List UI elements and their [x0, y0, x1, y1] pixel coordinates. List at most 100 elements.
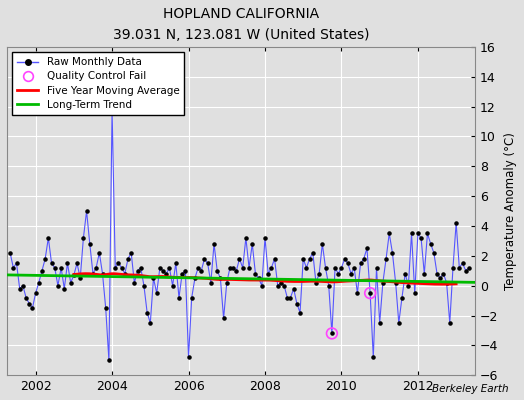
Point	[366, 290, 374, 296]
Point	[251, 270, 259, 277]
Point	[114, 260, 123, 266]
Point	[89, 270, 97, 277]
Point	[283, 294, 291, 301]
Legend: Raw Monthly Data, Quality Control Fail, Five Year Moving Average, Long-Term Tren: Raw Monthly Data, Quality Control Fail, …	[12, 52, 184, 115]
Point	[76, 275, 84, 281]
Point	[391, 280, 400, 286]
Point	[373, 264, 381, 271]
Point	[245, 264, 253, 271]
Point	[452, 220, 461, 226]
Point	[178, 270, 187, 277]
Point	[462, 268, 470, 274]
Point	[439, 270, 447, 277]
Point	[6, 250, 14, 256]
Point	[38, 268, 46, 274]
Point	[47, 260, 56, 266]
Point	[92, 264, 100, 271]
Point	[156, 264, 164, 271]
Point	[152, 290, 161, 296]
Point	[242, 235, 250, 241]
Point	[334, 270, 343, 277]
Point	[229, 264, 237, 271]
Point	[433, 270, 441, 277]
Point	[455, 264, 464, 271]
Point	[35, 280, 43, 286]
Point	[16, 286, 24, 292]
Point	[417, 235, 425, 241]
Point	[108, 106, 116, 113]
Point	[226, 264, 234, 271]
Point	[309, 250, 317, 256]
Point	[191, 275, 199, 281]
Point	[286, 294, 294, 301]
Point	[134, 268, 142, 274]
Point	[255, 275, 263, 281]
Point	[220, 315, 228, 322]
Point	[67, 280, 75, 286]
Point	[331, 264, 339, 271]
Point	[127, 250, 135, 256]
Point	[407, 230, 416, 237]
Point	[449, 264, 457, 271]
Point	[162, 270, 170, 277]
Point	[41, 256, 49, 262]
Point	[175, 294, 183, 301]
Point	[270, 256, 279, 262]
Point	[312, 280, 320, 286]
Point	[366, 290, 374, 296]
Point	[296, 309, 304, 316]
Point	[95, 250, 104, 256]
Point	[149, 275, 158, 281]
Point	[197, 268, 205, 274]
Point	[430, 250, 438, 256]
Point	[213, 268, 222, 274]
Point	[382, 256, 390, 262]
Point	[143, 309, 151, 316]
Point	[210, 241, 218, 247]
Point	[159, 268, 167, 274]
Point	[280, 282, 288, 289]
Point	[60, 286, 69, 292]
Point	[302, 264, 311, 271]
Point	[117, 264, 126, 271]
Point	[318, 241, 326, 247]
Point	[277, 280, 285, 286]
Point	[85, 241, 94, 247]
Point	[465, 264, 473, 271]
Point	[414, 230, 422, 237]
Point	[359, 256, 368, 262]
Point	[337, 264, 346, 271]
Point	[19, 282, 27, 289]
Point	[261, 235, 269, 241]
Point	[63, 260, 72, 266]
Point	[28, 305, 37, 311]
Point	[315, 270, 323, 277]
Point	[376, 320, 384, 326]
Point	[184, 354, 193, 360]
Point	[105, 357, 113, 364]
Point	[99, 270, 107, 277]
Point	[442, 280, 451, 286]
Text: Berkeley Earth: Berkeley Earth	[432, 384, 508, 394]
Point	[9, 264, 17, 271]
Point	[79, 235, 88, 241]
Point	[420, 270, 429, 277]
Point	[274, 282, 282, 289]
Point	[321, 264, 330, 271]
Point	[203, 260, 212, 266]
Point	[165, 264, 173, 271]
Point	[379, 280, 387, 286]
Point	[350, 264, 358, 271]
Point	[111, 264, 119, 271]
Point	[232, 268, 241, 274]
Point	[181, 268, 190, 274]
Point	[22, 294, 30, 301]
Point	[353, 290, 362, 296]
Point	[328, 330, 336, 337]
Point	[356, 260, 365, 266]
Point	[305, 256, 314, 262]
Point	[398, 294, 406, 301]
Point	[137, 264, 145, 271]
Point	[206, 280, 215, 286]
Point	[168, 282, 177, 289]
